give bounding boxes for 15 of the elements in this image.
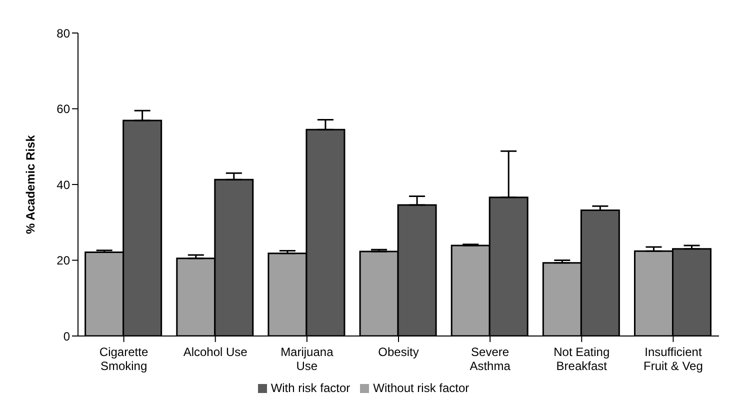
x-tick-label: Alcohol Use (183, 345, 248, 359)
x-tick-label: Severe Asthma (470, 345, 511, 373)
x-tick-label: Marijuana Use (280, 345, 334, 373)
x-tick-label: Cigarette Smoking (99, 345, 148, 373)
y-tick-label: 40 (56, 178, 70, 192)
y-tick-label: 80 (56, 26, 70, 40)
y-tick-label: 0 (63, 329, 70, 344)
x-tick-label: Obesity (378, 345, 419, 359)
x-tick-label: Insufficient Fruit & Veg (644, 345, 703, 373)
legend-label: Without risk factor (373, 381, 470, 395)
x-tick-label: Not Eating Breakfast (554, 345, 610, 373)
legend-label: With risk factor (270, 381, 350, 395)
y-axis-title: % Academic Risk (23, 134, 38, 234)
y-tick-label: 20 (56, 254, 70, 268)
y-tick-label: 60 (56, 102, 70, 116)
